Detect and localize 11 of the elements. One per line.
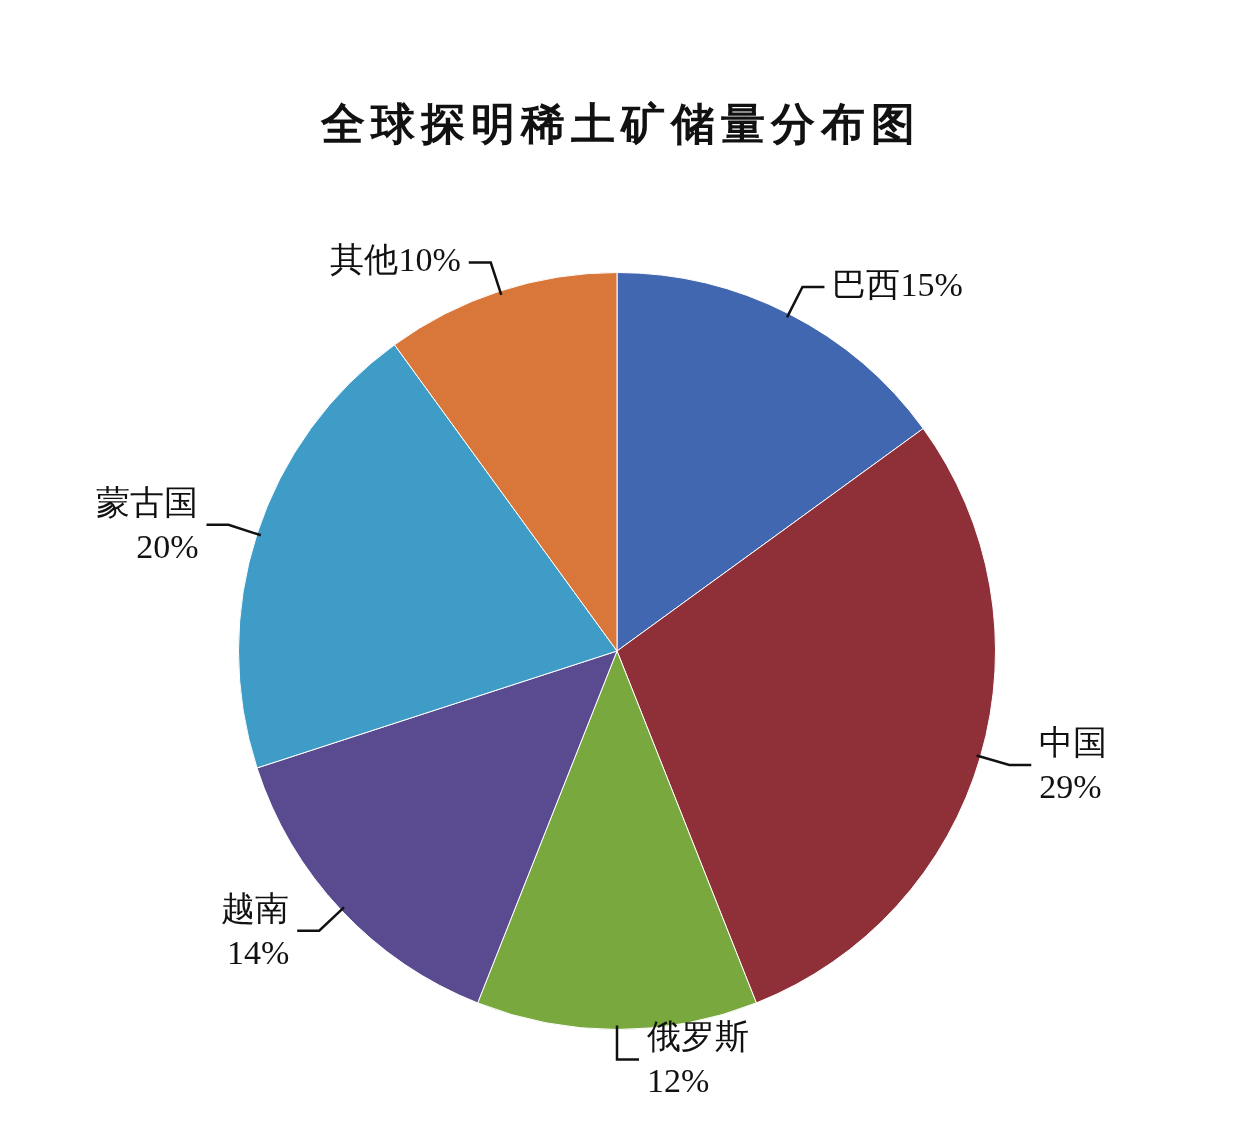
slice-label: 中国: [1039, 723, 1108, 761]
slice-label: 蒙古国: [96, 483, 199, 521]
slice-label: 巴西15%: [832, 265, 963, 303]
slice-label: 其他10%: [330, 241, 461, 279]
data-label: 20%: [136, 527, 199, 565]
data-label: 29%: [1039, 767, 1102, 805]
data-label: 14%: [226, 933, 290, 971]
slice-label: 俄罗斯: [647, 1018, 749, 1056]
data-label: 12%: [647, 1062, 710, 1100]
chart-title: 全球探明稀土矿储量分布图: [320, 99, 922, 151]
slice-label: 越南: [221, 889, 290, 927]
